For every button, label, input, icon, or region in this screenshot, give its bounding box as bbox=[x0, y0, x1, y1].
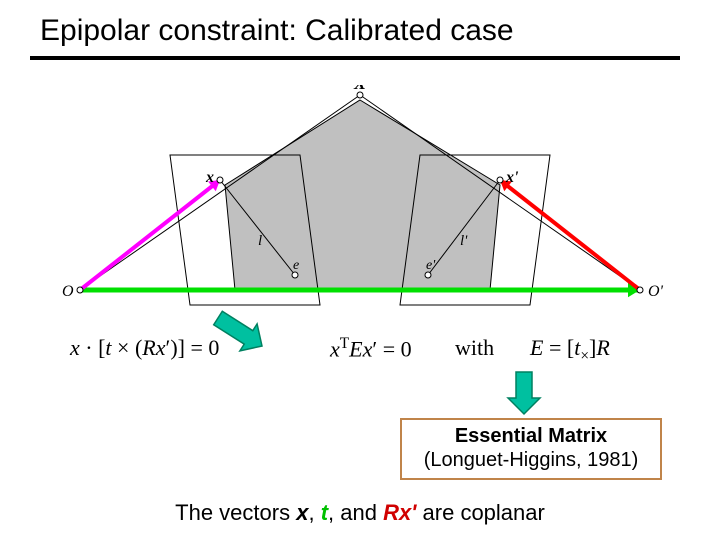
vector-t: t bbox=[321, 500, 328, 525]
coplanar-prefix: The vectors bbox=[175, 500, 296, 525]
svg-text:x: x bbox=[205, 169, 214, 186]
svg-text:e': e' bbox=[426, 258, 436, 273]
svg-text:O': O' bbox=[648, 283, 664, 300]
svg-text:x': x' bbox=[505, 169, 519, 186]
vector-x: x bbox=[296, 500, 308, 525]
coplanar-statement: The vectors x, t, and Rx' are coplanar bbox=[0, 500, 720, 526]
coplanar-suffix: are coplanar bbox=[416, 500, 544, 525]
equation-triple-product: x · [t × (Rx′)] = 0 bbox=[70, 335, 219, 361]
svg-text:X: X bbox=[353, 85, 367, 93]
equation-essential-constraint: xTEx′ = 0 bbox=[330, 335, 412, 362]
epipolar-diagram: Xx x' O O' l l' e e' bbox=[50, 85, 670, 345]
essential-matrix-citation: (Longuet-Higgins, 1981) bbox=[424, 449, 639, 471]
svg-text:l: l bbox=[258, 233, 262, 249]
essential-matrix-box: Essential Matrix (Longuet-Higgins, 1981) bbox=[400, 418, 662, 480]
equation-row: x · [t × (Rx′)] = 0 xTEx′ = 0 with E = [… bbox=[50, 335, 670, 375]
svg-text:O: O bbox=[62, 283, 74, 300]
title-underline bbox=[30, 56, 680, 60]
svg-text:l': l' bbox=[460, 233, 468, 249]
slide-title: Epipolar constraint: Calibrated case bbox=[40, 14, 514, 48]
essential-matrix-label: Essential Matrix bbox=[455, 425, 607, 447]
equation-essential-definition: E = [t×]R bbox=[530, 335, 610, 365]
svg-text:e: e bbox=[293, 258, 299, 273]
equation-with: with bbox=[455, 335, 494, 361]
vector-Rx: Rx' bbox=[383, 500, 416, 525]
